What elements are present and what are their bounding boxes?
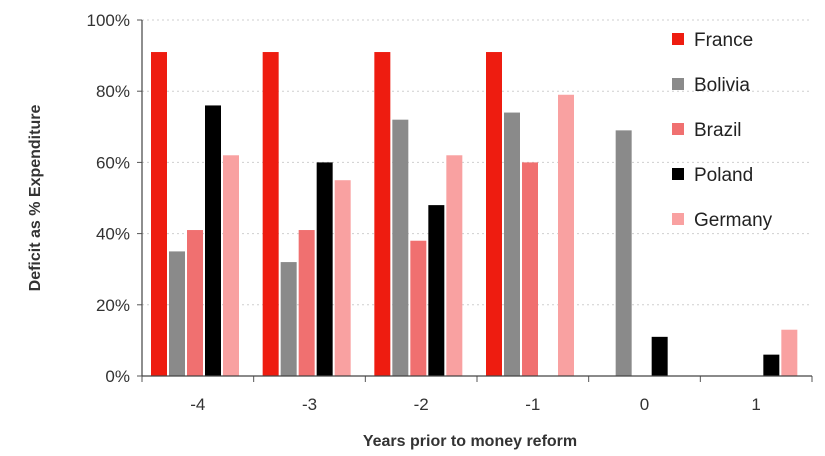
- legend-label-france: France: [694, 30, 753, 51]
- bar-germany--4: [223, 155, 239, 376]
- bar-poland--3: [316, 162, 333, 376]
- y-tick-label: 100%: [87, 11, 130, 30]
- legend-swatch-germany: [672, 213, 684, 225]
- legend-swatch-france: [672, 33, 684, 45]
- bar-germany-1: [781, 329, 798, 376]
- legend-label-germany: Germany: [694, 210, 773, 231]
- legend-label-brazil: Brazil: [694, 120, 742, 141]
- bar-france--4: [151, 52, 167, 376]
- bar-bolivia--1: [504, 112, 520, 376]
- legend-swatch-brazil: [672, 123, 684, 135]
- bar-germany--2: [446, 155, 463, 376]
- x-tick-label: -4: [190, 395, 205, 414]
- y-tick-label: 80%: [96, 82, 130, 101]
- bar-poland--2: [428, 205, 445, 376]
- x-tick-label: -3: [302, 395, 317, 414]
- legend-swatch-poland: [672, 168, 684, 180]
- bar-poland--4: [205, 105, 221, 376]
- bar-france--3: [262, 52, 279, 376]
- x-tick-label: 1: [751, 395, 760, 414]
- bar-germany--3: [334, 180, 351, 376]
- bar-france--2: [374, 52, 391, 376]
- bars: [151, 52, 798, 377]
- y-tick-label: 20%: [96, 296, 130, 315]
- bar-brazil--4: [187, 230, 203, 376]
- legend-label-bolivia: Bolivia: [694, 75, 750, 96]
- x-tick-label: -2: [414, 395, 429, 414]
- x-tick-label: 0: [640, 395, 649, 414]
- legend-label-poland: Poland: [694, 165, 753, 186]
- bar-poland-1: [763, 354, 780, 376]
- bar-brazil--3: [298, 230, 315, 376]
- y-axis-title: Deficit as % Expenditure: [27, 105, 44, 292]
- bar-poland-0: [651, 336, 668, 376]
- bar-brazil--1: [522, 162, 538, 376]
- bar-france--1: [486, 52, 502, 376]
- bar-brazil--2: [410, 240, 427, 376]
- x-axis-title: Years prior to money reform: [363, 433, 577, 450]
- gridlines: [142, 19, 812, 306]
- bar-bolivia--4: [169, 251, 185, 376]
- y-tick-label: 0%: [105, 367, 130, 386]
- legend-swatch-bolivia: [672, 78, 684, 90]
- y-tick-label: 40%: [96, 225, 130, 244]
- bar-germany--1: [558, 94, 574, 376]
- bar-bolivia-0: [615, 130, 632, 376]
- x-tick-label: -1: [525, 395, 540, 414]
- bar-bolivia--2: [392, 119, 409, 377]
- legend: France Bolivia Brazil Poland Germany: [672, 30, 773, 231]
- axes: 0% 20% 40% 60% 80% 100% -4 -3 -2 -1 0 1: [87, 11, 813, 414]
- y-tick-label: 60%: [96, 153, 130, 172]
- bar-bolivia--3: [280, 262, 297, 376]
